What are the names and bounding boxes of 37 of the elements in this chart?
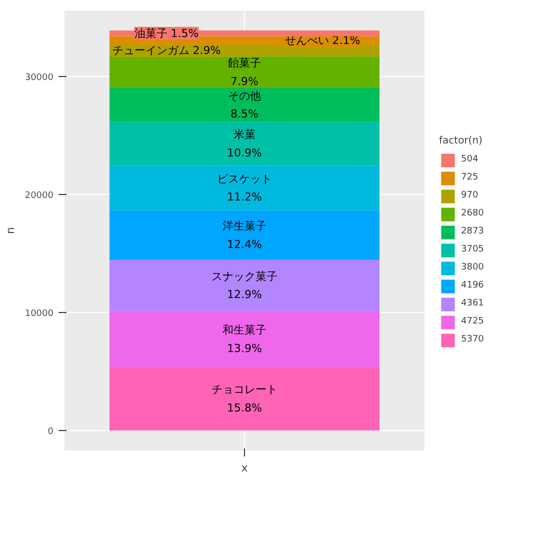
data-label: チョコレート 15.8% <box>212 383 278 414</box>
data-label: 洋生菓子 12.4% <box>222 220 266 251</box>
y-tick-label: 20000 <box>24 191 54 202</box>
data-label: スナック菓子 12.9% <box>212 270 278 302</box>
legend-label: 5370 <box>461 334 484 344</box>
legend-label: 504 <box>461 154 480 164</box>
legend-title: factor(n) <box>439 135 484 146</box>
legend-label: 970 <box>461 190 480 200</box>
legend-label: 3705 <box>461 244 484 254</box>
legend-label: 725 <box>461 172 480 182</box>
bar <box>110 166 380 210</box>
data-label: 和生菓子 13.9% <box>222 324 266 355</box>
legend-label: 4361 <box>461 298 484 308</box>
legend-label: 2873 <box>461 226 484 236</box>
data-label: その他 8.5% <box>228 89 261 121</box>
bar <box>110 210 380 260</box>
bar <box>110 311 380 368</box>
data-label: チューインガム 2.9% <box>112 44 221 58</box>
legend-label: 4725 <box>461 316 484 326</box>
y-tick-label: 10000 <box>24 308 54 319</box>
data-label: 飴菓子 7.9% <box>228 56 261 88</box>
y-axis-title: n <box>4 226 17 234</box>
legend-label: 3800 <box>461 262 484 272</box>
data-label: 油菓子 1.5% <box>134 26 199 40</box>
y-tick-label: 30000 <box>24 73 54 84</box>
data-label: せんべい 2.1% <box>284 34 360 48</box>
y-tick-label: 0 <box>48 426 54 437</box>
data-label: 米菓 10.9% <box>227 128 262 160</box>
data-label: ビスケット 11.2% <box>217 172 272 204</box>
legend-label: 4196 <box>461 280 484 290</box>
bar <box>110 122 380 166</box>
bar <box>110 367 380 430</box>
bar <box>110 88 380 122</box>
legend-label: 2680 <box>461 208 484 218</box>
x-axis-title: x <box>241 462 248 474</box>
bar <box>110 56 380 88</box>
bar <box>110 260 380 312</box>
